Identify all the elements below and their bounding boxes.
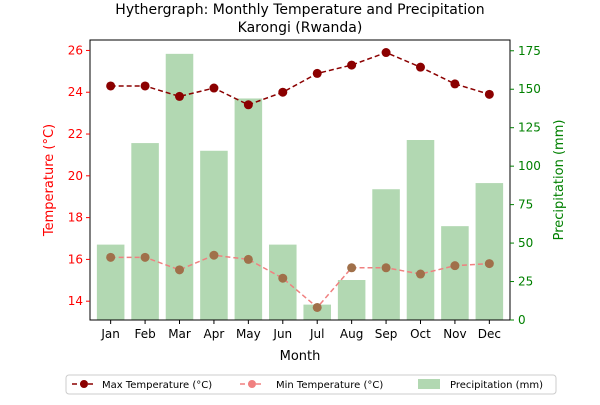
precip-bar-oct bbox=[406, 140, 435, 320]
y-right-tick-label-0: 0 bbox=[518, 313, 526, 327]
plot-frame bbox=[89, 39, 511, 321]
min-temp-point-mar bbox=[175, 265, 185, 275]
precip-bar-jul bbox=[303, 304, 331, 320]
max-temp-line bbox=[110, 51, 490, 106]
x-tick-label-jun: Jun bbox=[272, 327, 292, 341]
y-right-tick-label-50: 50 bbox=[518, 236, 533, 250]
max-temp-point-mar bbox=[175, 91, 185, 101]
max-temp-point-dec bbox=[484, 89, 494, 99]
x-axis-label: Month bbox=[280, 349, 321, 364]
chart-title-line1: Hythergraph: Monthly Temperature and Pre… bbox=[115, 2, 484, 18]
y-axis-left-label: Temperature (°C) bbox=[42, 124, 57, 237]
max-temp-point-apr bbox=[209, 83, 219, 93]
max-temp-point-sep bbox=[381, 48, 391, 58]
min-temp-point-jan bbox=[106, 252, 116, 262]
precipitation-bars bbox=[96, 53, 504, 320]
precip-bar-apr bbox=[200, 150, 228, 320]
legend: Max Temperature (°C) Min Temperature (°C… bbox=[65, 374, 557, 395]
y-right-tick-label-100: 100 bbox=[518, 159, 541, 173]
y-left-tick-label-16: 16 bbox=[68, 252, 83, 266]
precip-bar-nov bbox=[441, 226, 469, 320]
x-tick-label-jul: Jul bbox=[309, 327, 324, 341]
y-right-tick-label-150: 150 bbox=[518, 82, 541, 96]
max-temp-point-jun bbox=[278, 87, 288, 97]
min-temp-point-dec bbox=[484, 259, 494, 269]
y-left-tick-label-22: 22 bbox=[68, 127, 83, 141]
y-left-tick-label-14: 14 bbox=[68, 294, 83, 308]
min-temp-point-jun bbox=[278, 273, 288, 283]
x-tick-label-mar: Mar bbox=[168, 327, 191, 341]
legend-precip-label: Precipitation (mm) bbox=[450, 380, 543, 391]
y-right-tick-label-125: 125 bbox=[518, 121, 541, 135]
x-tick-label-may: May bbox=[236, 327, 261, 341]
max-temp-point-aug bbox=[347, 60, 357, 70]
min-temp-point-apr bbox=[209, 250, 219, 260]
precip-bar-may bbox=[234, 98, 263, 320]
y-axis-right-label: Precipitation (mm) bbox=[552, 120, 567, 241]
x-axis: Jan Feb Mar Apr May Jun Jul Aug Sep Oct Nov Dec bbox=[100, 320, 501, 341]
max-temp-point-jan bbox=[106, 81, 116, 91]
min-temp-point-jul bbox=[312, 302, 322, 312]
legend-max-marker bbox=[80, 380, 88, 388]
y-left-tick-label-20: 20 bbox=[68, 169, 83, 183]
precip-bar-sep bbox=[372, 189, 400, 320]
x-tick-label-dec: Dec bbox=[478, 327, 501, 341]
min-temp-point-may bbox=[243, 254, 253, 264]
y-axis-left: 14 16 18 20 22 24 26 bbox=[68, 43, 90, 308]
chart-title-line2: Karongi (Rwanda) bbox=[238, 20, 363, 36]
legend-max-label: Max Temperature (°C) bbox=[102, 380, 212, 391]
legend-min-label: Min Temperature (°C) bbox=[276, 380, 383, 391]
min-temp-line bbox=[110, 254, 490, 309]
precip-bar-aug bbox=[337, 280, 366, 320]
max-temp-point-jul bbox=[312, 68, 322, 78]
y-right-tick-label-175: 175 bbox=[518, 44, 541, 58]
x-tick-label-aug: Aug bbox=[340, 327, 363, 341]
legend-precip-swatch bbox=[418, 379, 440, 389]
min-temp-point-sep bbox=[381, 263, 391, 273]
x-tick-label-feb: Feb bbox=[134, 327, 155, 341]
temperature-lines bbox=[106, 48, 494, 312]
max-temp-point-feb bbox=[140, 81, 150, 91]
y-right-tick-label-75: 75 bbox=[518, 198, 533, 212]
max-temp-point-oct bbox=[415, 62, 425, 72]
y-axis-right: 0 25 50 75 100 125 150 175 bbox=[510, 44, 541, 327]
min-temp-point-aug bbox=[347, 263, 357, 273]
x-tick-label-oct: Oct bbox=[410, 327, 431, 341]
max-temp-point-may bbox=[243, 100, 253, 110]
x-tick-label-sep: Sep bbox=[375, 327, 398, 341]
x-tick-label-apr: Apr bbox=[204, 327, 225, 341]
min-temp-point-nov bbox=[450, 261, 460, 271]
y-left-tick-label-18: 18 bbox=[68, 211, 83, 225]
precip-bar-dec bbox=[475, 183, 504, 320]
y-right-tick-label-25: 25 bbox=[518, 275, 533, 289]
x-tick-label-nov: Nov bbox=[443, 327, 466, 341]
legend-min-marker bbox=[248, 380, 256, 388]
x-tick-label-jan: Jan bbox=[100, 327, 120, 341]
y-left-tick-label-26: 26 bbox=[68, 43, 83, 57]
min-temp-point-feb bbox=[140, 252, 150, 262]
min-temp-point-oct bbox=[415, 269, 425, 279]
y-left-tick-label-24: 24 bbox=[68, 85, 83, 99]
precip-bar-feb bbox=[131, 143, 159, 320]
max-temp-point-nov bbox=[450, 79, 460, 89]
